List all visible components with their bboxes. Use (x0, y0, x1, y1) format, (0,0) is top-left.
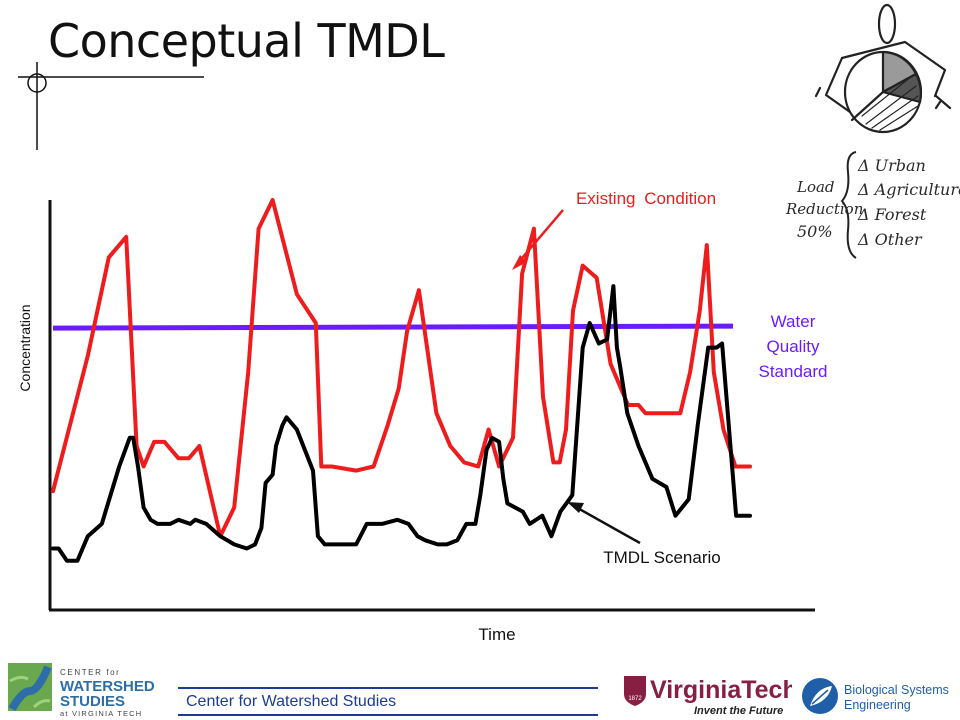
cws-logo-line3: STUDIES (60, 693, 125, 710)
footer-rule-top (178, 687, 598, 689)
cws-logo-line4: at VIRGINIA TECH (60, 709, 142, 717)
sketch-reduction-label: Reduction (785, 200, 863, 218)
existing-condition-line (51, 198, 752, 539)
sketch-person-pie-icon (814, 3, 952, 134)
sketch-load-label: Load (796, 178, 835, 196)
title-crosshair-circle (27, 73, 47, 93)
center-for-watershed-studies-logo: CENTER for WATERSHED STUDIES at VIRGINIA… (8, 663, 155, 717)
sketch-percent-label: 50% (797, 222, 833, 241)
cws-logo-line1: CENTER for (60, 668, 120, 677)
tmdl-scenario-line (51, 284, 752, 563)
footer-text: Center for Watershed Studies (186, 693, 397, 710)
bse-logo-line1: Biological Systems (844, 683, 949, 697)
cws-logo-stream (8, 665, 52, 711)
sketch-item-agriculture: Δ Agriculture (857, 180, 960, 199)
water-quality-standard-label-line2: Quality (767, 337, 820, 356)
sketch-load-reduction: Load Reduction 50% Δ Urban Δ Agriculture… (785, 151, 960, 259)
cws-logo-grass (9, 675, 51, 709)
existing-condition-arrow (516, 209, 564, 265)
cws-logo-line2: WATERSHED (60, 678, 155, 695)
tmdl-scenario-label: TMDL Scenario (603, 548, 720, 567)
water-quality-standard-label-line1: Water (771, 312, 816, 331)
virginia-tech-logo: 1872 VirginiaTech Invent the Future (624, 676, 792, 716)
tmdl-scenario-arrow (573, 504, 641, 545)
footer-rule-bottom (178, 714, 598, 716)
sketch-item-other: Δ Other (857, 230, 923, 249)
sketch-item-forest: Δ Forest (857, 205, 927, 224)
bse-logo-line2: Engineering (844, 698, 911, 712)
slide-title: Conceptual TMDL (48, 14, 445, 68)
bse-logo-leaf-vein (811, 689, 829, 705)
vt-logo-wordmark: VirginiaTech (650, 676, 792, 704)
vt-logo-badge: 1872 (628, 696, 642, 702)
existing-condition-label: Existing Condition (576, 189, 716, 208)
water-quality-standard-line (52, 323, 734, 331)
water-quality-standard-label-line3: Standard (759, 362, 828, 381)
sketch-item-urban: Δ Urban (857, 156, 926, 175)
vt-shield-icon (624, 676, 646, 706)
y-axis-label: Concentration (17, 304, 33, 391)
vt-logo-tagline: Invent the Future (694, 705, 783, 716)
sketch-brace (840, 151, 857, 259)
biological-systems-engineering-logo: Biological Systems Engineering (802, 678, 949, 714)
x-axis-label: Time (478, 625, 515, 644)
existing-condition-arrowhead (512, 255, 527, 270)
tmdl-scenario-arrowhead (567, 502, 584, 513)
